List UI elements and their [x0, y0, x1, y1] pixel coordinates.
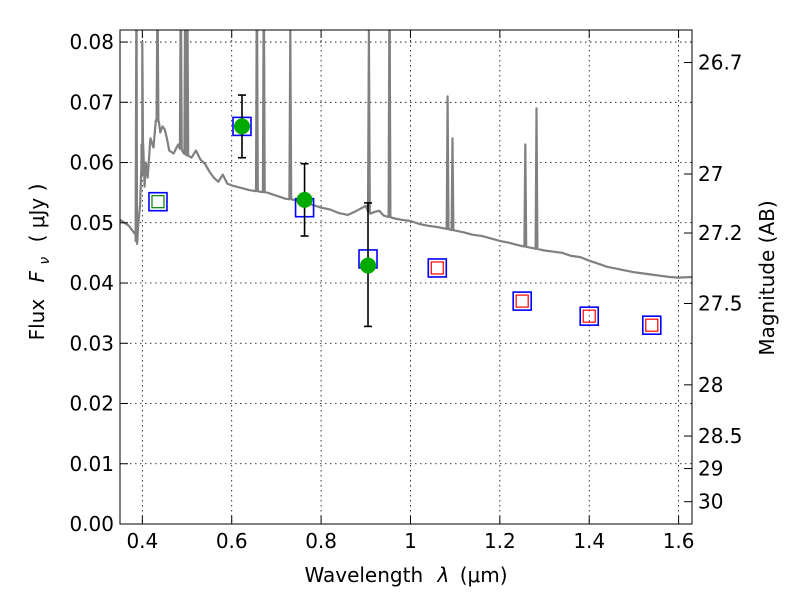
y-tick-label: 0.06 [69, 151, 114, 175]
y-tick-label: 0.04 [69, 271, 114, 295]
model-box-marker [427, 258, 448, 278]
magnitude-axis-title: Magnitude (AB) [755, 200, 779, 355]
x-tick-label: 1.2 [484, 529, 516, 553]
magnitude-tick-label: 27.2 [698, 221, 743, 245]
y-tick-label: 0.05 [69, 211, 114, 235]
y-tick-label: 0.08 [69, 30, 114, 54]
x-axis-title-unit: (μm) [460, 563, 508, 587]
x-axis-title-prefix: Wavelength [304, 563, 423, 587]
x-tick-label: 0.8 [305, 529, 337, 553]
model-inner-red-marker [430, 261, 444, 275]
y-tick-label: 0.02 [69, 392, 114, 416]
magnitude-tick-label: 28.5 [698, 424, 743, 448]
magnitude-tick-label: 30 [698, 490, 723, 514]
magnitude-tick-label: 27 [698, 162, 723, 186]
y-tick-label: 0.03 [69, 331, 114, 355]
model-box-marker [512, 291, 532, 311]
magnitude-tick-label: 27.5 [698, 292, 743, 316]
spectrum-line [120, 30, 692, 279]
y-tick-label: 0.00 [69, 512, 114, 536]
model-inner-green-marker [151, 195, 165, 209]
model-inner-red-marker [515, 294, 529, 308]
marker-layer [148, 94, 662, 335]
y-axis-title-unit: ( μJy ) [25, 184, 49, 243]
x-tick-label: 1.6 [663, 529, 695, 553]
y-tick-label: 0.07 [69, 90, 114, 114]
y-axis-title: Flux F ν ( μJy ) [25, 184, 54, 341]
magnitude-tick-label: 29 [698, 457, 723, 481]
model-box-marker [148, 191, 168, 212]
gridlines [120, 30, 692, 525]
y-axis-title-prefix: Flux [25, 299, 49, 341]
x-axis-title-symbol: λ [437, 563, 450, 587]
y-axis-title-symbol: F [25, 270, 49, 282]
x-tick-label: 0.4 [126, 529, 158, 553]
y-axis: 0.00 0.01 0.02 0.03 0.04 0.05 0.06 0.07 0.08 [69, 30, 128, 536]
magnitude-tick-label: 26.7 [698, 51, 743, 75]
x-tick-label: 0.6 [216, 529, 248, 553]
y-axis-title-subscript: ν [37, 257, 53, 265]
observed-point [360, 257, 377, 274]
spectrum-layer [120, 30, 692, 279]
model-inner-red-marker [645, 318, 659, 332]
model-box-marker [641, 315, 662, 335]
x-tick-label: 1 [404, 529, 417, 553]
y-tick-label: 0.01 [69, 452, 114, 476]
model-box-marker [579, 306, 600, 326]
magnitude-tick-label: 28 [698, 373, 723, 397]
x-axis: 0.4 0.6 0.8 1 1.2 1.4 1.6 [126, 30, 695, 553]
observed-point [233, 118, 250, 135]
model-inner-red-marker [582, 309, 596, 323]
x-tick-label: 1.4 [573, 529, 605, 553]
x-axis-title: Wavelength λ (μm) [304, 563, 507, 587]
plot-frame [119, 29, 693, 525]
observed-point [296, 191, 313, 208]
magnitude-axis: 26.7 27 27.2 27.5 28 28.5 29 30 [684, 51, 743, 514]
plot-background [120, 30, 692, 524]
